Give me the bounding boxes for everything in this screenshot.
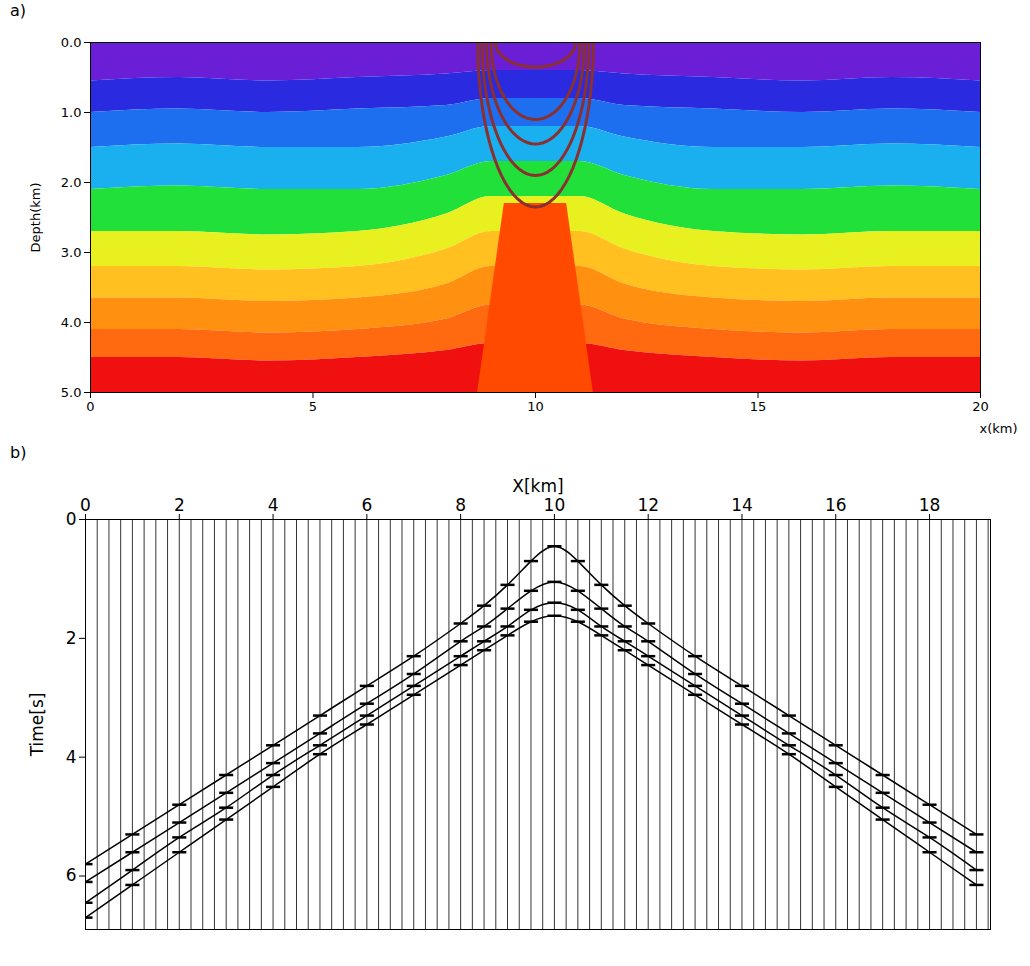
svg-text:0: 0 [66, 509, 77, 529]
svg-text:2.0: 2.0 [61, 175, 82, 190]
svg-text:4: 4 [66, 747, 77, 767]
svg-text:8: 8 [455, 495, 466, 515]
svg-text:Time[s]: Time[s] [27, 693, 47, 758]
svg-text:15: 15 [750, 399, 767, 414]
svg-text:x(km): x(km) [979, 421, 1017, 436]
svg-text:3.0: 3.0 [61, 245, 82, 260]
svg-text:2: 2 [66, 628, 77, 648]
svg-text:5: 5 [309, 399, 317, 414]
svg-text:20: 20 [972, 399, 989, 414]
svg-text:2: 2 [174, 495, 185, 515]
svg-text:Depth(km): Depth(km) [28, 183, 43, 253]
svg-text:1.0: 1.0 [61, 105, 82, 120]
svg-text:10: 10 [544, 495, 566, 515]
svg-text:0.0: 0.0 [61, 35, 82, 50]
svg-text:14: 14 [731, 495, 753, 515]
svg-text:0: 0 [80, 495, 91, 515]
html-text:b): b) [10, 443, 27, 462]
svg-text:12: 12 [637, 495, 659, 515]
svg-text:5.0: 5.0 [61, 385, 82, 400]
svg-text:18: 18 [919, 495, 941, 515]
svg-text:4: 4 [268, 495, 279, 515]
svg-text:6: 6 [361, 495, 372, 515]
svg-text:10: 10 [527, 399, 544, 414]
html-text:a): a) [10, 1, 26, 20]
svg-text:6: 6 [66, 865, 77, 885]
svg-text:X[km]: X[km] [512, 476, 563, 496]
svg-text:4.0: 4.0 [61, 315, 82, 330]
svg-text:0: 0 [86, 399, 94, 414]
svg-text:16: 16 [825, 495, 847, 515]
